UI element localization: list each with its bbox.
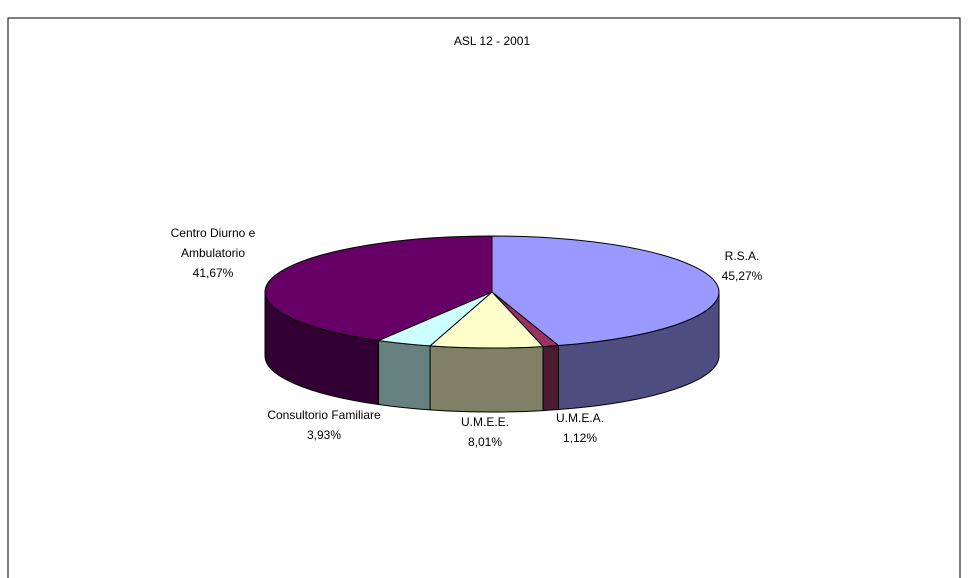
slice [428,291,545,349]
data-label: Centro Diurno e Ambulatorio 41,67% [148,223,278,283]
chart-title: ASL 12 - 2001 [454,34,531,48]
data-label: Consultorio Familiare 3,93% [259,405,389,445]
slice-side [378,339,431,411]
data-label: U.M.E.A. 1,12% [515,408,645,448]
value-label: 41,67% [192,266,234,280]
slice [264,235,493,342]
data-label: R.S.A. 45,27% [677,246,807,286]
category-label: U.M.E.E. [460,415,509,429]
slice [491,235,720,347]
data-label: U.M.E.E. 8,01% [420,412,550,452]
value-label: 8,01% [467,435,503,449]
category-label: Consultorio Familiare [267,408,381,422]
slice-side [429,345,544,413]
value-label: 45,27% [721,269,763,283]
chart-frame [7,17,961,578]
category-label: R.S.A. [724,249,760,263]
category-label: U.M.E.A. [555,411,604,425]
value-label: 1,12% [562,431,598,445]
slice-side [542,345,559,412]
category-label: Centro Diurno e Ambulatorio [170,226,256,260]
value-label: 3,93% [306,428,342,442]
